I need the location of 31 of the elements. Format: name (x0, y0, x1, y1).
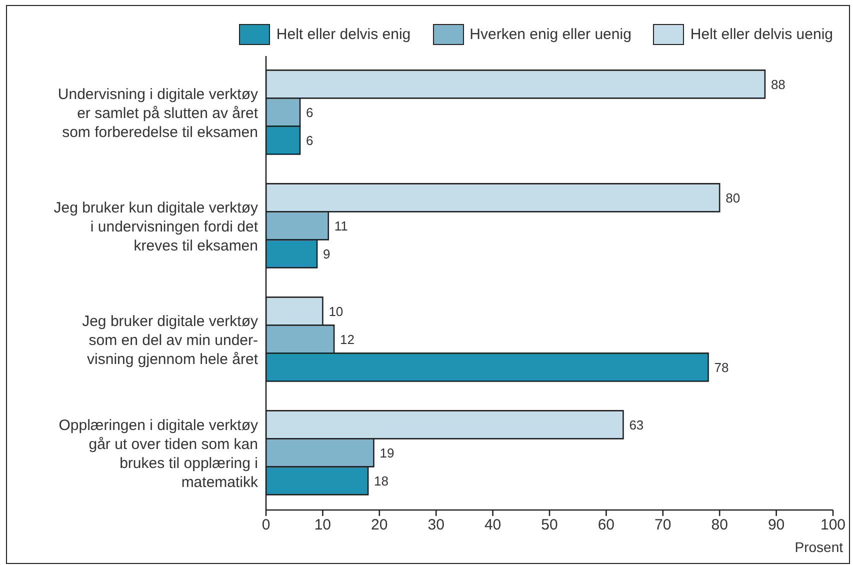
x-tick-label: 100 (820, 516, 846, 534)
data-label: 10 (328, 304, 344, 319)
legend-label: Hverken enig eller uenig (470, 26, 632, 43)
data-label: 19 (380, 445, 394, 460)
data-label: 78 (714, 360, 729, 375)
x-tick-label: 70 (654, 516, 672, 534)
y-tick-label: Undervisning i digitale verktøy er samlet på slutten av året som forberedelse til eksamen (58, 86, 259, 141)
data-label: 9 (323, 246, 330, 262)
data-label: 18 (374, 473, 389, 488)
x-axis-title: Prosent (794, 539, 844, 555)
y-tick-label: Jeg bruker digitale verktøy som en del av min under- visning gjennom hele året (82, 312, 259, 368)
data-label: 63 (629, 417, 644, 432)
legend-label: Helt eller delvis uenig (690, 26, 833, 43)
x-tick-label: 40 (484, 516, 502, 534)
data-label: 88 (770, 76, 786, 92)
y-tick-label: Jeg bruker kun digitale verktøy i undervisningen fordi det kreves til eksamen (54, 199, 259, 254)
x-tick-label: 10 (314, 516, 332, 534)
data-label: 6 (306, 132, 314, 148)
data-label: 12 (340, 332, 355, 347)
x-tick-label: 20 (371, 516, 388, 534)
x-tick-label: 30 (428, 516, 444, 534)
x-tick-label: 50 (541, 516, 558, 534)
y-tick-label: Opplæringen i digitale verktøy går ut over tiden som kan brukes til opplæring i matematikk (58, 416, 258, 491)
x-tick-label: 60 (598, 516, 615, 534)
data-label: 11 (334, 218, 348, 234)
data-label: 80 (726, 190, 740, 206)
data-label: 6 (306, 104, 314, 120)
legend-label: Helt eller delvis enig (276, 26, 411, 43)
x-tick-label: 0 (262, 516, 270, 534)
x-tick-label: 90 (768, 516, 785, 534)
x-tick-label: 80 (711, 516, 728, 534)
